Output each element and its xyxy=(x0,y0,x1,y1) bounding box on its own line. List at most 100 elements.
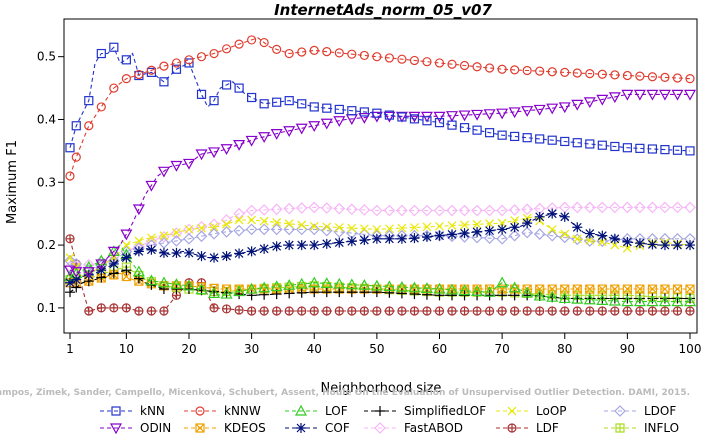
data-point-marker xyxy=(121,55,131,65)
data-point-marker xyxy=(422,307,431,316)
y-axis-label: Maximum F1 xyxy=(5,140,20,224)
data-point-marker xyxy=(146,65,157,75)
data-point-marker xyxy=(210,303,219,312)
data-point-marker xyxy=(560,284,570,294)
data-point-marker xyxy=(309,221,319,231)
data-point-marker xyxy=(182,279,196,291)
data-point-marker xyxy=(285,307,294,316)
data-point-marker xyxy=(245,282,258,294)
data-point-marker xyxy=(309,102,319,112)
data-point-marker xyxy=(496,108,509,120)
data-point-marker xyxy=(109,83,119,93)
data-point-marker xyxy=(234,248,245,259)
data-point-marker xyxy=(484,225,495,236)
data-point-marker xyxy=(333,202,346,215)
data-point-marker xyxy=(671,295,684,307)
data-point-marker xyxy=(65,277,75,288)
data-point-marker xyxy=(383,111,396,123)
data-point-marker xyxy=(372,307,381,316)
data-point-marker xyxy=(272,218,282,227)
data-point-marker xyxy=(447,290,458,301)
data-point-marker xyxy=(247,35,257,45)
data-point-marker xyxy=(383,204,396,217)
legend-item: LDOF xyxy=(604,404,676,418)
data-point-marker xyxy=(672,73,683,83)
data-point-marker xyxy=(96,48,106,59)
data-point-marker xyxy=(146,244,157,255)
data-point-marker xyxy=(283,279,296,290)
data-point-marker xyxy=(134,69,144,80)
data-point-marker xyxy=(183,284,194,295)
data-point-marker xyxy=(546,290,559,302)
data-point-marker xyxy=(247,307,256,316)
data-point-marker xyxy=(585,139,595,149)
x-tick-label: 30 xyxy=(244,342,259,356)
data-point-marker xyxy=(347,49,357,59)
data-point-marker xyxy=(121,240,131,250)
data-point-marker xyxy=(597,69,607,79)
data-point-marker xyxy=(646,295,659,307)
data-point-marker xyxy=(459,290,470,301)
data-point-marker xyxy=(548,307,557,316)
data-point-marker xyxy=(384,224,394,234)
data-point-marker xyxy=(508,281,521,293)
data-point-marker xyxy=(346,236,357,247)
series-kNNW xyxy=(65,35,695,181)
data-point-marker xyxy=(258,281,271,293)
data-point-marker xyxy=(658,295,671,307)
data-point-marker xyxy=(435,221,444,231)
data-point-marker xyxy=(172,228,181,237)
data-point-marker xyxy=(208,147,221,159)
data-point-marker xyxy=(446,204,458,217)
data-point-marker xyxy=(159,61,169,71)
data-point-marker xyxy=(259,216,269,226)
legend-label: LOF xyxy=(325,404,348,418)
data-point-marker xyxy=(384,233,395,244)
data-point-marker xyxy=(633,295,646,307)
data-point-marker xyxy=(433,111,446,123)
x-axis-label: Neighborhood size xyxy=(321,381,442,396)
data-point-marker xyxy=(521,286,534,298)
data-point-marker xyxy=(183,232,195,245)
data-point-marker xyxy=(510,131,520,142)
data-point-marker xyxy=(157,166,170,178)
data-point-marker xyxy=(585,235,595,245)
data-point-marker xyxy=(245,135,258,147)
data-point-marker xyxy=(208,287,221,299)
data-point-marker xyxy=(498,307,507,316)
data-point-marker xyxy=(608,201,621,214)
data-point-marker xyxy=(521,106,534,117)
data-point-marker xyxy=(396,288,407,299)
data-point-marker xyxy=(535,66,545,76)
data-point-marker xyxy=(233,285,246,297)
data-point-marker xyxy=(459,60,470,71)
data-point-marker xyxy=(684,201,696,214)
data-point-marker xyxy=(471,204,483,217)
data-point-marker xyxy=(496,276,509,288)
data-point-marker xyxy=(283,202,296,215)
data-point-marker xyxy=(622,236,633,247)
data-point-marker xyxy=(384,53,394,63)
legend-item: COF xyxy=(285,421,350,434)
data-point-marker xyxy=(497,224,508,235)
data-point-marker xyxy=(534,211,545,222)
data-point-marker xyxy=(97,303,106,312)
data-point-marker xyxy=(170,160,183,172)
data-point-marker xyxy=(296,240,307,251)
data-point-marker xyxy=(395,280,408,292)
data-point-marker xyxy=(547,284,557,294)
data-point-marker xyxy=(360,307,369,316)
data-point-marker xyxy=(535,134,545,144)
data-point-marker xyxy=(295,123,308,135)
data-point-marker xyxy=(460,220,469,230)
data-point-marker xyxy=(572,138,582,148)
x-tick-label: 70 xyxy=(494,342,509,356)
y-tick-label: 0.1 xyxy=(37,301,56,315)
data-point-marker xyxy=(108,268,119,279)
data-point-marker xyxy=(121,271,131,282)
x-tick-label: 40 xyxy=(307,342,322,356)
data-point-marker xyxy=(260,307,269,316)
data-point-marker xyxy=(345,278,358,290)
data-point-marker xyxy=(458,110,471,122)
data-point-marker xyxy=(197,223,206,233)
